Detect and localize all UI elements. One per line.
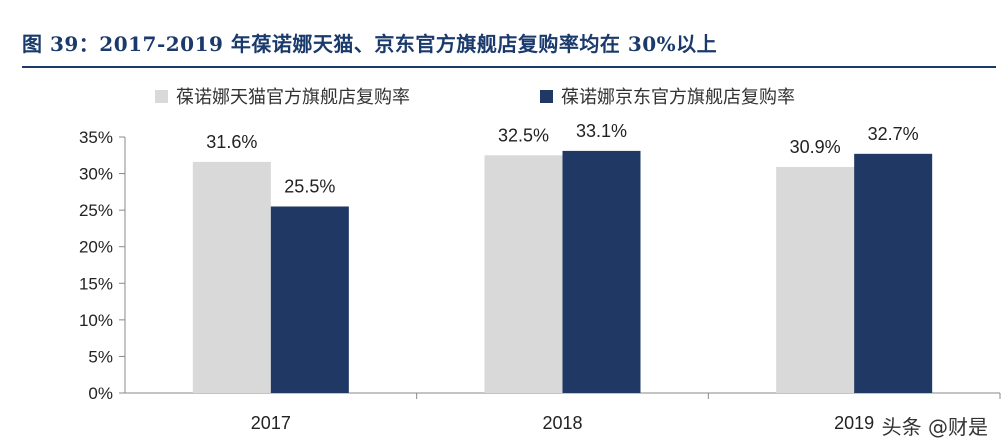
bar-tmall-2017 [192,161,271,393]
legend-swatch-tmall [155,89,168,103]
figure-title: 图 39：2017-2019 年葆诺娜天猫、京东官方旗舰店复购率均在 30%以上 [22,32,718,56]
y-tick-label: 30% [79,165,113,184]
data-label: 25.5% [284,176,335,196]
data-label: 30.9% [790,137,841,157]
y-tick-label: 25% [79,201,113,220]
legend-label-jd: 葆诺娜京东官方旗舰店复购率 [561,87,795,107]
legend-swatch-jd [540,89,553,103]
bar-tmall-2018 [484,155,563,393]
bar-jd-2017 [270,206,349,393]
x-tick-label: 2018 [542,413,582,433]
bar-tmall-2019 [776,166,855,393]
title-rule [22,66,996,68]
y-tick-label: 35% [79,128,113,147]
y-tick-label: 5% [88,347,113,366]
data-label: 32.7% [868,124,919,144]
y-tick-label: 10% [79,311,113,330]
legend-label-tmall: 葆诺娜天猫官方旗舰店复购率 [176,87,410,107]
bar-jd-2019 [854,153,933,393]
y-tick-label: 20% [79,238,113,257]
data-label: 31.6% [206,132,257,152]
x-tick-label: 2019 [834,413,874,433]
data-label: 33.1% [576,121,627,141]
bar-jd-2018 [562,150,641,393]
y-tick-label: 0% [88,384,113,403]
watermark: 头条 @财是 [881,415,988,439]
x-tick-label: 2017 [251,413,291,433]
y-tick-label: 15% [79,274,113,293]
data-label: 32.5% [498,125,549,145]
legend-item-jd: 葆诺娜京东官方旗舰店复购率 [540,84,795,108]
legend-item-tmall: 葆诺娜天猫官方旗舰店复购率 [155,84,410,108]
